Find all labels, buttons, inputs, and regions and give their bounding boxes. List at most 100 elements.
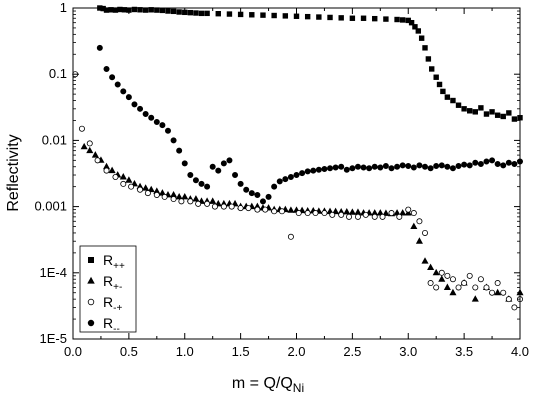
data-point bbox=[349, 15, 356, 21]
data-point bbox=[461, 106, 467, 112]
data-point bbox=[433, 74, 439, 80]
data-marks bbox=[72, 5, 524, 311]
data-point bbox=[321, 165, 328, 172]
data-point bbox=[254, 206, 261, 213]
data-point bbox=[433, 284, 440, 291]
data-point bbox=[511, 161, 518, 168]
data-point bbox=[312, 210, 319, 217]
data-point bbox=[360, 164, 367, 171]
data-point bbox=[131, 6, 138, 13]
data-point bbox=[215, 167, 222, 174]
legend-label: R++ bbox=[103, 252, 125, 272]
data-point bbox=[338, 211, 345, 218]
data-point bbox=[438, 269, 445, 276]
data-point bbox=[505, 296, 512, 303]
legend-label-main: R bbox=[103, 273, 113, 289]
data-point bbox=[382, 163, 389, 170]
data-point bbox=[209, 163, 216, 170]
data-point bbox=[372, 15, 378, 22]
data-point bbox=[327, 14, 333, 21]
legend-label-main: R bbox=[103, 315, 113, 331]
data-point bbox=[483, 111, 490, 117]
data-point bbox=[159, 122, 166, 129]
x-axis-title-sub: Ni bbox=[293, 381, 304, 395]
data-point bbox=[287, 233, 294, 240]
data-point bbox=[304, 13, 311, 20]
data-point bbox=[103, 65, 110, 72]
data-point bbox=[321, 210, 328, 217]
data-point bbox=[153, 191, 160, 198]
legend-label-sub: -- bbox=[113, 324, 120, 335]
x-tick-label: 2.5 bbox=[343, 344, 361, 359]
data-point bbox=[506, 110, 512, 116]
data-point bbox=[444, 272, 451, 279]
data-point bbox=[159, 7, 166, 14]
data-point bbox=[176, 147, 183, 154]
data-point bbox=[112, 173, 119, 180]
data-point bbox=[483, 284, 490, 291]
axis-ticks: 0.0 0.5 1.0 1.5 2.0 2.5 3.0 3.5 4.0 1E-5 1E-4 0.001… bbox=[34, 0, 529, 359]
data-point bbox=[215, 11, 221, 17]
data-point bbox=[175, 192, 183, 200]
data-point bbox=[142, 184, 150, 191]
data-point bbox=[466, 272, 473, 279]
data-point bbox=[278, 208, 285, 215]
data-point bbox=[416, 218, 423, 225]
data-point bbox=[119, 173, 127, 180]
data-point bbox=[120, 88, 127, 95]
data-point bbox=[170, 196, 177, 203]
y-tick-label: 1E-5 bbox=[40, 331, 67, 346]
data-point bbox=[271, 208, 278, 215]
data-point bbox=[412, 24, 418, 30]
data-point bbox=[472, 159, 479, 166]
data-point bbox=[388, 210, 395, 217]
data-point bbox=[494, 112, 501, 118]
data-point bbox=[349, 165, 356, 172]
data-point bbox=[148, 7, 154, 13]
data-point bbox=[316, 14, 322, 20]
legend-marker bbox=[87, 298, 95, 306]
data-point bbox=[472, 109, 478, 115]
data-point bbox=[494, 288, 502, 296]
data-point bbox=[109, 74, 116, 81]
data-point bbox=[427, 263, 435, 271]
y-tick-label: 0.001 bbox=[34, 199, 67, 214]
data-point bbox=[440, 88, 446, 95]
data-point bbox=[293, 172, 300, 179]
data-point bbox=[415, 28, 422, 34]
data-point bbox=[449, 276, 456, 283]
data-point bbox=[198, 180, 205, 187]
data-point bbox=[78, 125, 85, 132]
data-point bbox=[276, 178, 283, 185]
data-point bbox=[438, 275, 446, 282]
data-point bbox=[120, 180, 127, 187]
data-point bbox=[354, 163, 361, 170]
data-point bbox=[211, 203, 218, 210]
data-point bbox=[338, 15, 344, 21]
data-point bbox=[192, 177, 199, 184]
data-point bbox=[438, 162, 445, 169]
data-point bbox=[293, 13, 300, 19]
data-point bbox=[164, 127, 171, 134]
data-point bbox=[422, 229, 429, 236]
data-point bbox=[343, 166, 350, 173]
y-tick-label: 1E-4 bbox=[40, 265, 67, 280]
data-point bbox=[410, 164, 417, 171]
data-point bbox=[228, 203, 235, 210]
data-point bbox=[295, 210, 302, 217]
data-point bbox=[410, 210, 417, 217]
data-point bbox=[477, 276, 484, 283]
data-point bbox=[192, 195, 200, 202]
data-point bbox=[433, 163, 440, 170]
data-point bbox=[153, 118, 160, 125]
data-point bbox=[399, 162, 406, 169]
data-point bbox=[315, 166, 322, 173]
data-point bbox=[408, 19, 415, 26]
data-point bbox=[382, 209, 390, 216]
data-point bbox=[332, 207, 340, 215]
legend-marker bbox=[87, 319, 95, 327]
data-point bbox=[489, 109, 495, 115]
legend-label-sub: -+ bbox=[113, 303, 122, 314]
data-point bbox=[187, 198, 194, 205]
